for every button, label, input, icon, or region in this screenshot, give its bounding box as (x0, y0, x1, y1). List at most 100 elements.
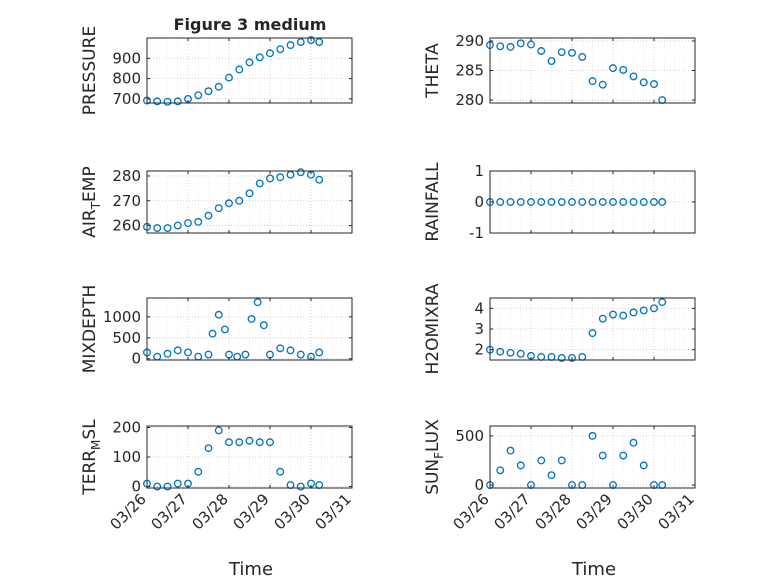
rainfall-point (496, 198, 505, 206)
h2omixra-point (557, 353, 566, 362)
air-temp-point (255, 179, 264, 188)
air-temp-point (163, 224, 172, 232)
terr-msl-point (245, 436, 254, 445)
sun-flux-point (598, 451, 607, 460)
terr-msl-point (225, 438, 233, 447)
theta-point (527, 40, 535, 49)
air-temp-point (153, 224, 162, 232)
air-temp-point (214, 204, 223, 213)
air-temp-point (266, 174, 274, 183)
h2omixra-point (588, 329, 597, 338)
mixdepth-point (163, 349, 172, 358)
mixdepth-point (276, 344, 285, 353)
panel-air-temp: 260 270 280 AIRTEMP (80, 166, 353, 238)
sun-flux-ytick-label: 500 (455, 427, 484, 445)
air-temp-point (315, 175, 324, 184)
terr-msl-point (163, 482, 172, 491)
h2omixra-point (629, 308, 638, 317)
terr-msl-point (153, 482, 162, 491)
terr-msl-point (255, 438, 264, 447)
rainfall-point (568, 198, 576, 206)
mixdepth-point (220, 325, 229, 334)
theta-point (506, 42, 515, 51)
air-temp-point (245, 189, 254, 198)
rainfall-point (516, 198, 525, 206)
sun-flux-axes-box (489, 425, 696, 489)
theta-point (609, 64, 617, 73)
h2omixra-point (658, 298, 667, 307)
pressure-point (307, 36, 315, 44)
rainfall-point (578, 198, 587, 206)
rainfall-ytick-label: -1 (469, 224, 484, 242)
x-axis-label-right: Time (571, 559, 616, 580)
sun-flux-ylabel: SUNFLUX (423, 419, 446, 495)
rainfall-point (588, 198, 597, 206)
pressure-point (296, 38, 305, 47)
mixdepth-point (184, 348, 192, 357)
theta-point (496, 42, 505, 51)
air-temp-ytick-label: 280 (112, 167, 141, 185)
terr-msl-point (204, 444, 213, 453)
rainfall-ytick-label: 0 (474, 193, 484, 211)
pressure-point (173, 97, 182, 106)
sun-flux-point (547, 471, 556, 480)
h2omixra-point (639, 306, 648, 315)
rainfall-point (658, 198, 667, 206)
pressure-ytick-label: 700 (112, 90, 141, 108)
terr-msl-ytick-label: 100 (112, 448, 141, 466)
x-axis-label-left: Time (228, 559, 273, 580)
h2omixra-point (496, 347, 505, 356)
sun-flux-point (619, 451, 628, 460)
air-temp-point (276, 173, 285, 182)
h2omixra-ylabel: H2OMIXRA (423, 283, 443, 374)
air-temp-ylabel: AIRTEMP (80, 166, 103, 237)
air-temp-point (204, 211, 213, 220)
pressure-point (194, 91, 203, 100)
h2omixra-ytick-label: 3 (474, 320, 484, 338)
mixdepth-point (286, 346, 295, 355)
theta-point (588, 77, 597, 86)
mixdepth-point (214, 310, 223, 319)
rainfall-point (547, 198, 556, 206)
terr-msl-point (266, 438, 274, 447)
rainfall-point (619, 198, 628, 206)
theta-ylabel: THETA (423, 43, 443, 99)
mixdepth-axes-box (146, 297, 353, 361)
theta-point (537, 47, 546, 55)
pressure-point (276, 45, 285, 54)
pressure-point (286, 41, 295, 50)
theta-point (629, 72, 638, 81)
theta-point (619, 65, 628, 74)
terr-msl-point (194, 467, 203, 476)
theta-point (639, 78, 648, 87)
rainfall-point (527, 198, 535, 206)
figure-title: Figure 3 medium (174, 15, 327, 34)
theta-ytick-label: 285 (455, 62, 484, 80)
terr-msl-point (214, 426, 223, 435)
theta-point (578, 52, 587, 61)
sun-flux-point (516, 461, 525, 470)
sun-flux-point (588, 431, 597, 440)
sun-flux-ytick-label: 0 (474, 476, 484, 494)
pressure-point (315, 38, 324, 47)
pressure-point (225, 73, 233, 82)
rainfall-point (650, 198, 658, 206)
terr-msl-ylabel: TERRMSL (80, 419, 103, 496)
mixdepth-point (259, 321, 268, 330)
theta-point (650, 80, 658, 89)
sun-flux-point (506, 446, 515, 455)
pressure-point (245, 58, 254, 67)
theta-ytick-label: 290 (455, 32, 484, 50)
h2omixra-point (506, 348, 515, 357)
mixdepth-point (204, 350, 213, 359)
air-temp-axes-box (146, 170, 353, 234)
terr-msl-point (235, 438, 244, 447)
theta-point (547, 57, 556, 65)
air-temp-point (225, 199, 233, 208)
pressure-point (255, 53, 264, 62)
pressure-ytick-label: 800 (112, 70, 141, 88)
panel-theta: 280 285 290 THETA (423, 32, 696, 109)
pressure-ytick-label: 900 (112, 49, 141, 67)
air-temp-point (296, 168, 305, 177)
